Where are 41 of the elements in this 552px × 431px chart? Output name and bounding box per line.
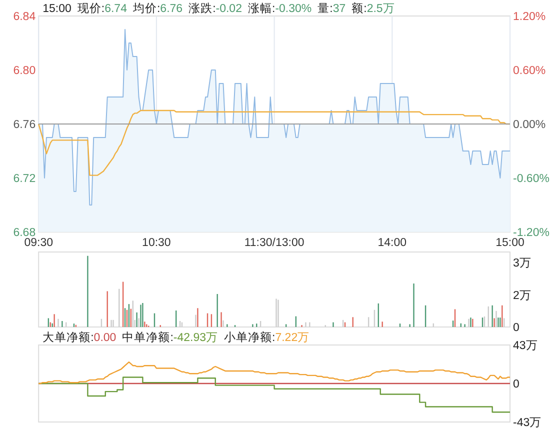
text: 中单净额:: [122, 330, 174, 344]
text: 大单净额:: [42, 330, 94, 344]
y-tick-label: -43万: [513, 416, 542, 429]
x-tick-label: 10:30: [142, 237, 171, 249]
y2-tick-label: 0.60%: [513, 65, 546, 77]
text: 37: [332, 3, 346, 15]
text: 额:: [352, 1, 367, 15]
text: 6.76: [160, 3, 183, 15]
y2-tick-label: -0.60%: [513, 173, 550, 185]
y-tick-label: 3万: [513, 256, 532, 270]
y-tick-label: 0: [513, 322, 520, 334]
line-series: [38, 361, 511, 384]
y2-tick-label: -1.20%: [513, 227, 550, 239]
y-tick-label: 6.68: [13, 227, 36, 239]
y-tick-label: 2万: [513, 288, 532, 302]
y-tick-label: 6.80: [13, 65, 36, 77]
text: 涨幅:: [248, 2, 276, 15]
text: 6.74: [104, 3, 128, 15]
x-tick-label: 11:30/13:00: [244, 237, 304, 249]
text: -42.93万: [173, 331, 218, 344]
y-tick-label: 0: [513, 378, 520, 390]
x-tick-label: 09:30: [24, 237, 53, 249]
x-tick-label: 14:00: [378, 237, 407, 249]
text: 7.22万: [275, 331, 310, 344]
text: 0.00: [94, 332, 116, 344]
y-tick-label: 6.72: [13, 173, 36, 185]
y2-tick-label: 1.20%: [513, 11, 546, 23]
text: 涨跌:: [188, 2, 216, 15]
text: -0.02: [216, 3, 242, 15]
y-tick-label: 43万: [513, 339, 538, 352]
x-tick-label: 15:00: [496, 237, 524, 249]
text: 量:: [318, 2, 333, 15]
text: -0.30%: [275, 3, 312, 15]
y-tick-label: 6.84: [13, 11, 36, 23]
text: 均价:: [132, 2, 160, 15]
y2-tick-label: 0.00%: [513, 119, 546, 131]
text: 2.5万: [366, 2, 395, 15]
text: 15:00: [42, 3, 72, 15]
text: 小单净额:: [224, 330, 276, 344]
text: 现价:: [77, 2, 105, 15]
y-tick-label: 6.76: [13, 119, 36, 131]
